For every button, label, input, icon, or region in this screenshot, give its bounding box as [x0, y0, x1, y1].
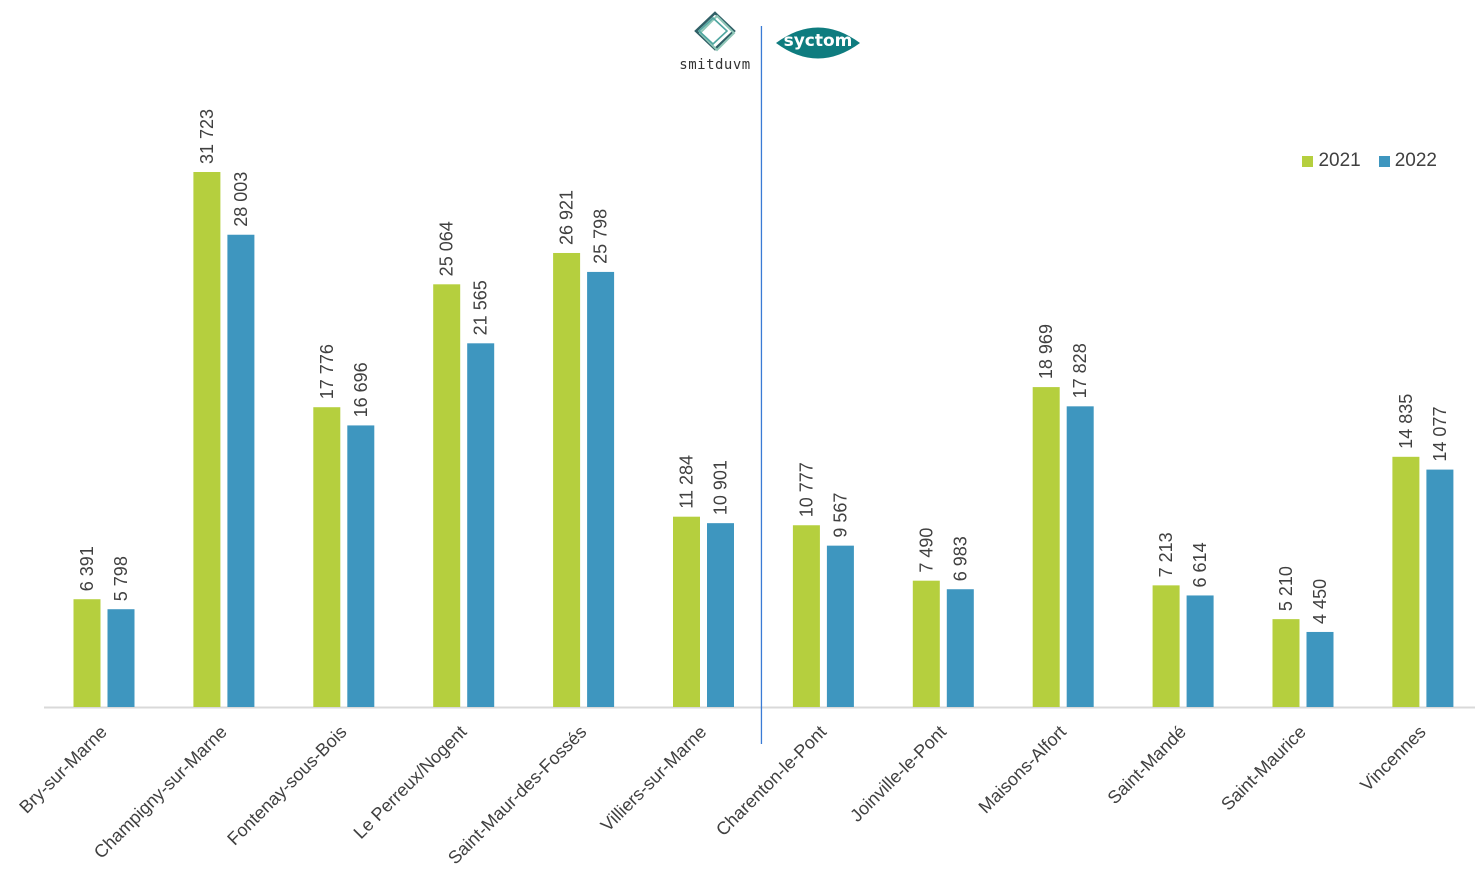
- category-label-8: Maisons-Alfort: [975, 722, 1070, 817]
- bar-2021-9: [1152, 585, 1180, 707]
- bar-2022-11: [1426, 469, 1454, 707]
- data-label-2021-1: 31 723: [197, 109, 217, 164]
- data-label-2021-0: 6 391: [77, 546, 97, 591]
- data-label-2022-10: 4 450: [1310, 579, 1330, 624]
- data-label-2022-8: 17 828: [1070, 343, 1090, 398]
- legend-item-2021: 2021: [1302, 150, 1361, 172]
- bar-2021-4: [553, 252, 581, 707]
- bar-2021-2: [313, 407, 341, 707]
- data-label-2022-2: 16 696: [351, 362, 371, 417]
- data-label-2022-9: 6 614: [1190, 542, 1210, 587]
- bar-2021-7: [912, 580, 940, 707]
- data-label-2021-9: 7 213: [1156, 532, 1176, 577]
- bar-2021-8: [1032, 387, 1060, 707]
- data-label-2021-11: 14 835: [1396, 394, 1416, 449]
- category-label-0: Bry-sur-Marne: [15, 722, 110, 817]
- bar-2022-8: [1066, 406, 1094, 707]
- legend-swatch-2022: [1378, 155, 1390, 167]
- category-label-7: Joinville-le-Pont: [846, 722, 950, 826]
- category-label-5: Villiers-sur-Marne: [597, 722, 711, 836]
- bar-2021-3: [433, 284, 461, 707]
- bar-2022-1: [227, 234, 255, 707]
- bar-2022-6: [826, 545, 854, 707]
- data-label-2021-7: 7 490: [916, 528, 936, 573]
- data-label-2021-10: 5 210: [1276, 566, 1296, 611]
- bar-2021-1: [193, 172, 221, 707]
- category-label-11: Vincennes: [1356, 722, 1429, 795]
- bar-2022-7: [946, 589, 974, 707]
- category-label-10: Saint-Maurice: [1217, 722, 1310, 815]
- data-label-2022-7: 6 983: [950, 536, 970, 581]
- data-label-2022-11: 14 077: [1430, 407, 1450, 462]
- legend-label-2021: 2021: [1318, 150, 1361, 171]
- data-label-2022-4: 25 798: [591, 209, 611, 264]
- legend-label-2022: 2022: [1394, 150, 1437, 171]
- data-label-2021-6: 10 777: [796, 462, 816, 517]
- bar-2021-6: [792, 525, 820, 707]
- legend-swatch-2021: [1302, 155, 1314, 167]
- data-label-2022-0: 5 798: [111, 556, 131, 601]
- bar-2022-10: [1306, 631, 1334, 707]
- eye-logo-icon: [776, 27, 860, 59]
- bar-2022-2: [347, 425, 375, 707]
- bar-2022-5: [707, 523, 734, 707]
- category-label-3: Le Perreux/Nogent: [350, 722, 471, 843]
- data-label-2022-6: 9 567: [830, 493, 850, 538]
- category-label-1: Champigny-sur-Marne: [90, 722, 231, 863]
- bar-2021-10: [1272, 619, 1300, 707]
- syctom-logo-text: syctom: [783, 31, 853, 51]
- bar-2022-3: [467, 343, 495, 707]
- bar-2021-0: [73, 599, 101, 707]
- category-label-2: Fontenay-sous-Bois: [223, 722, 350, 849]
- syctom-logo: syctom: [775, 22, 861, 64]
- category-label-6: Charenton-le-Pont: [712, 722, 830, 840]
- category-label-9: Saint-Mandé: [1104, 722, 1190, 808]
- data-label-2021-2: 17 776: [317, 344, 337, 399]
- data-label-2021-8: 18 969: [1036, 324, 1056, 379]
- smitduvm-logo-text: smitduvm: [679, 57, 751, 73]
- bar-2022-0: [107, 609, 135, 707]
- data-label-2022-1: 28 003: [231, 172, 251, 227]
- category-label-4: Saint-Maur-des-Fossés: [444, 722, 590, 868]
- chart-legend: 2021 2022: [1302, 150, 1437, 172]
- data-label-2021-4: 26 921: [557, 190, 577, 245]
- bar-2022-9: [1186, 595, 1214, 707]
- bar-2021-5: [673, 516, 700, 707]
- bar-2022-4: [587, 271, 615, 707]
- legend-item-2022: 2022: [1378, 150, 1437, 172]
- diamond-logo-icon: [694, 11, 736, 52]
- data-label-2021-5: 11 284: [677, 455, 697, 509]
- data-label-2021-3: 25 064: [437, 221, 457, 276]
- data-label-2022-5: 10 901: [711, 460, 731, 515]
- bar-2021-11: [1392, 456, 1420, 707]
- data-label-2022-3: 21 565: [471, 280, 491, 335]
- smitduvm-logo: smitduvm: [660, 10, 770, 73]
